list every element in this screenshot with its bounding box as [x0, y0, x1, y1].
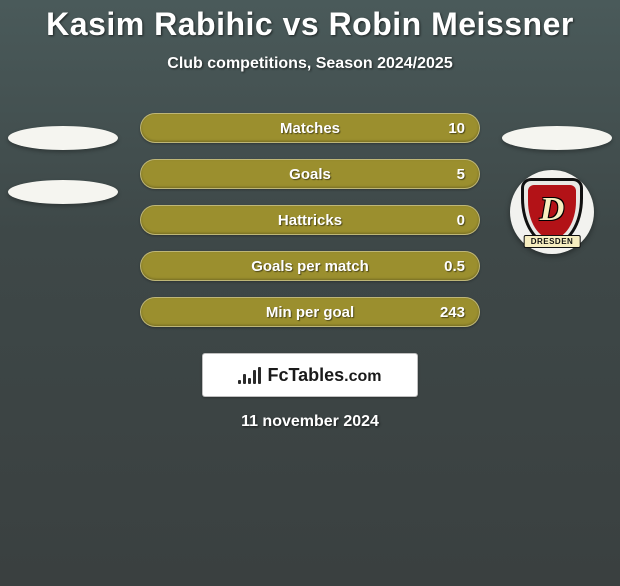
fctables-wordmark: FcTables.com [267, 365, 381, 386]
infographic-date: 11 november 2024 [0, 413, 620, 431]
stat-row: Hattricks 0 [0, 197, 620, 243]
stat-label: Matches [280, 120, 340, 137]
stat-bar: Min per goal 243 [140, 297, 480, 327]
fctables-bars-icon [238, 367, 261, 384]
stat-value: 243 [440, 304, 465, 321]
fctables-logo-box: FcTables.com [202, 353, 418, 397]
stat-row: Min per goal 243 [0, 289, 620, 335]
stat-bar: Hattricks 0 [140, 205, 480, 235]
stat-bar: Goals per match 0.5 [140, 251, 480, 281]
stat-label: Min per goal [266, 304, 354, 321]
stat-value: 10 [448, 120, 465, 137]
comparison-subtitle: Club competitions, Season 2024/2025 [0, 55, 620, 73]
stats-list: Matches 10 Goals 5 Hattricks 0 Goals per match… [0, 105, 620, 335]
stat-row: Goals 5 [0, 151, 620, 197]
stat-value: 0 [457, 212, 465, 229]
stat-label: Hattricks [278, 212, 342, 229]
stat-bar: Goals 5 [140, 159, 480, 189]
stat-label: Goals per match [251, 258, 369, 275]
stat-value: 5 [457, 166, 465, 183]
stat-value: 0.5 [444, 258, 465, 275]
stat-row: Goals per match 0.5 [0, 243, 620, 289]
stat-label: Goals [289, 166, 331, 183]
stat-row: Matches 10 [0, 105, 620, 151]
stat-bar: Matches 10 [140, 113, 480, 143]
comparison-title: Kasim Rabihic vs Robin Meissner [0, 6, 620, 43]
